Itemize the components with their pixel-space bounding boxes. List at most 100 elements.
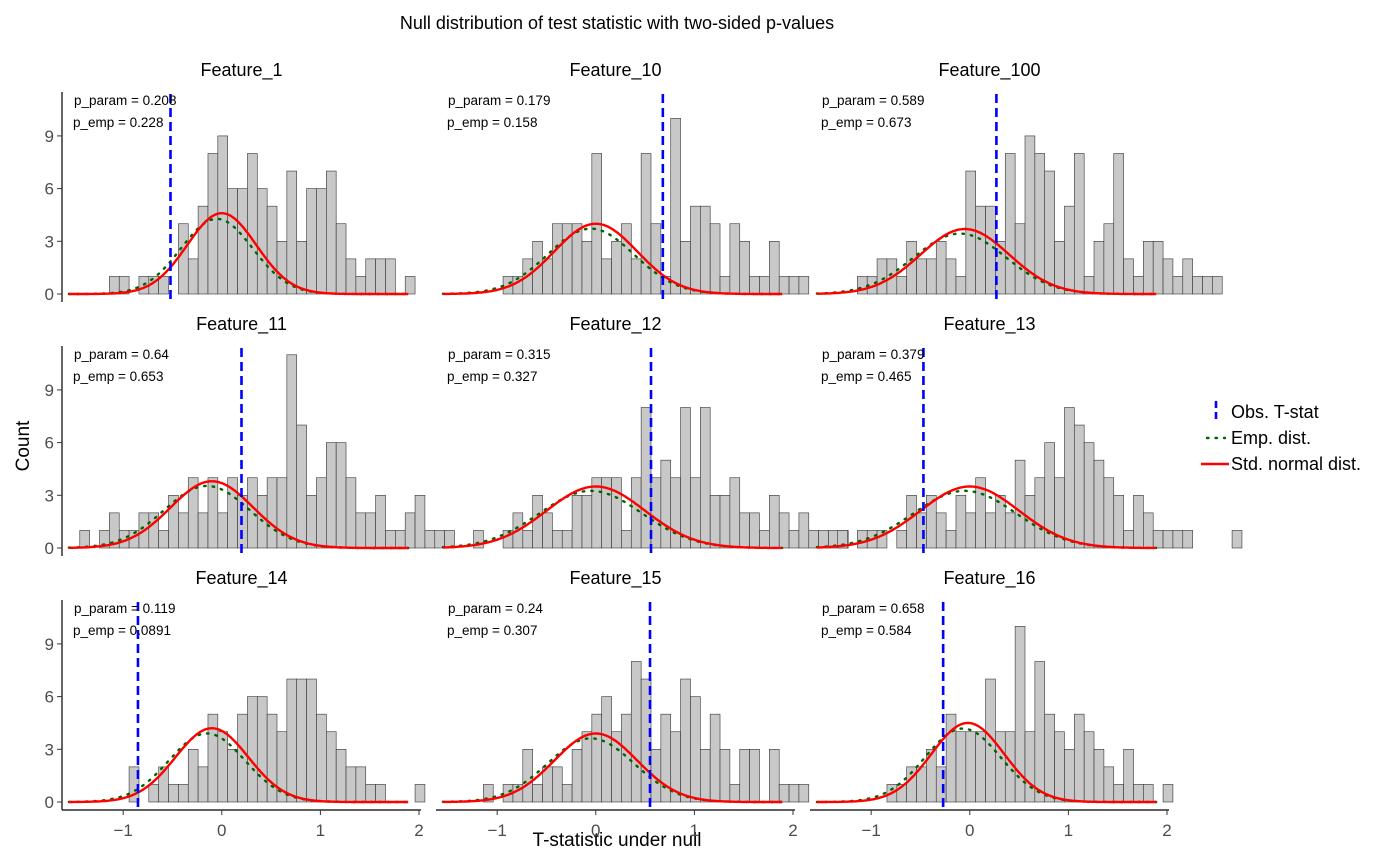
- histogram-bar: [1231, 530, 1243, 549]
- panel-title: Feature_100: [938, 60, 1040, 81]
- histogram-bar: [1172, 530, 1184, 549]
- legend-item: Obs. T-stat: [1214, 401, 1319, 423]
- legend: Obs. T-stat Emp. dist. Std. normal dist.: [1201, 401, 1361, 474]
- histogram-bar: [778, 276, 790, 295]
- histogram-bar: [375, 784, 386, 803]
- histogram-bar: [286, 354, 298, 549]
- histogram-bar: [1093, 749, 1105, 803]
- histogram-bar: [975, 205, 986, 295]
- p-param-label: p_param = 0.64: [74, 347, 169, 362]
- histogram-bar: [1034, 153, 1046, 295]
- histogram-bar: [916, 258, 927, 295]
- histogram-bar: [1034, 661, 1046, 803]
- y-tick-label: 3: [45, 232, 54, 251]
- std-normal-curve: [68, 480, 409, 550]
- y-tick-label: 6: [45, 180, 54, 199]
- histogram-bar: [945, 530, 957, 549]
- histogram-bar: [1113, 784, 1124, 803]
- facet-panel-feature-10: Feature_10 p_param = 0.179 p_emp = 0.158: [441, 60, 810, 304]
- histogram-bar: [355, 512, 367, 549]
- panel-title: Feature_12: [569, 314, 661, 335]
- histogram-bar: [158, 530, 169, 549]
- histogram-bar: [1192, 276, 1203, 295]
- histogram-bar: [326, 442, 337, 549]
- histogram-bar: [591, 713, 602, 803]
- histogram-bar: [759, 530, 770, 549]
- x-tick-label: 2: [414, 821, 423, 840]
- std-normal-curve: [816, 485, 1157, 550]
- facet-panel-feature-1: Feature_1 p_param = 0.208 p_emp = 0.228 0 3 6…: [45, 60, 416, 304]
- histogram-bar: [690, 696, 701, 803]
- histogram-bar: [187, 749, 199, 803]
- legend-item: Emp. dist.: [1205, 428, 1311, 448]
- histogram-bar: [266, 205, 278, 295]
- histogram-bar: [876, 258, 888, 295]
- histogram-bar: [247, 696, 258, 803]
- histogram-bar: [266, 477, 278, 549]
- histogram-bar: [335, 223, 347, 295]
- histogram-bar: [719, 276, 731, 295]
- p-emp-label: p_emp = 0.0891: [73, 623, 171, 638]
- histogram-bar: [591, 477, 602, 549]
- std-normal-curve: [816, 721, 1157, 804]
- histogram-bar: [788, 530, 800, 549]
- histogram-bar: [276, 477, 288, 549]
- histogram-bar: [729, 784, 741, 803]
- histogram-bar: [345, 477, 357, 549]
- histogram-bar: [965, 512, 976, 549]
- x-tick-label: 0: [965, 821, 974, 840]
- histogram-bar: [719, 749, 731, 803]
- std-normal-curve: [442, 222, 783, 296]
- histogram-bar: [1162, 258, 1174, 295]
- std-normal-curve: [68, 211, 409, 296]
- histogram-bar: [965, 170, 976, 295]
- histogram-bar: [1162, 784, 1174, 803]
- facet-panel-feature-11: Feature_11 p_param = 0.64 p_emp = 0.653 0 3 6…: [45, 314, 455, 558]
- x-tick-label: 0: [217, 821, 226, 840]
- histogram-bar: [729, 477, 741, 549]
- histogram-bar: [522, 530, 533, 549]
- histogram-bar: [1074, 424, 1085, 549]
- y-tick-label: 3: [45, 740, 54, 759]
- histogram-bar: [729, 223, 741, 295]
- histogram-bar: [316, 188, 327, 295]
- histogram-bar: [207, 153, 219, 295]
- histogram-bar: [404, 276, 416, 295]
- histogram-bar: [345, 258, 357, 295]
- y-tick-label: 3: [45, 486, 54, 505]
- y-tick-label: 6: [45, 688, 54, 707]
- histogram-bar: [601, 696, 612, 803]
- histogram-bar: [434, 530, 445, 549]
- histogram-bar: [640, 153, 652, 295]
- histogram-bar: [769, 749, 780, 803]
- facet-panel-feature-14: Feature_14 p_param = 0.119 p_emp = 0.0891 0…: [45, 568, 426, 840]
- histogram-bar: [286, 678, 298, 803]
- histogram-bar: [798, 784, 810, 803]
- histogram-bar: [1014, 459, 1026, 549]
- histogram-bar: [680, 678, 691, 803]
- histogram-bar: [1093, 459, 1105, 549]
- histogram-bar: [906, 495, 917, 549]
- histogram-bar: [896, 530, 907, 549]
- panel-title: Feature_10: [569, 60, 661, 81]
- histogram-bar: [798, 512, 810, 549]
- facet-panel-feature-15: Feature_15 p_param = 0.24 p_emp = 0.307 −1 0…: [436, 568, 810, 840]
- histogram-bar: [650, 477, 662, 549]
- histogram-bar: [630, 258, 642, 295]
- histogram-bar: [935, 241, 947, 295]
- y-tick-label: 9: [45, 381, 54, 400]
- histogram-bar: [759, 276, 770, 295]
- legend-label: Std. normal dist.: [1231, 454, 1361, 474]
- histogram-bar: [1212, 276, 1223, 295]
- histogram-bar: [955, 276, 967, 295]
- histogram-bar: [326, 731, 337, 803]
- legend-label: Obs. T-stat: [1231, 402, 1319, 422]
- histogram-bar: [1182, 258, 1193, 295]
- std-normal-curve: [442, 732, 783, 804]
- histogram-bar: [1152, 530, 1164, 549]
- histogram-bar: [837, 530, 848, 549]
- histogram-bar: [1152, 241, 1164, 295]
- histogram-bar: [375, 495, 386, 549]
- histogram-bar: [1133, 276, 1144, 295]
